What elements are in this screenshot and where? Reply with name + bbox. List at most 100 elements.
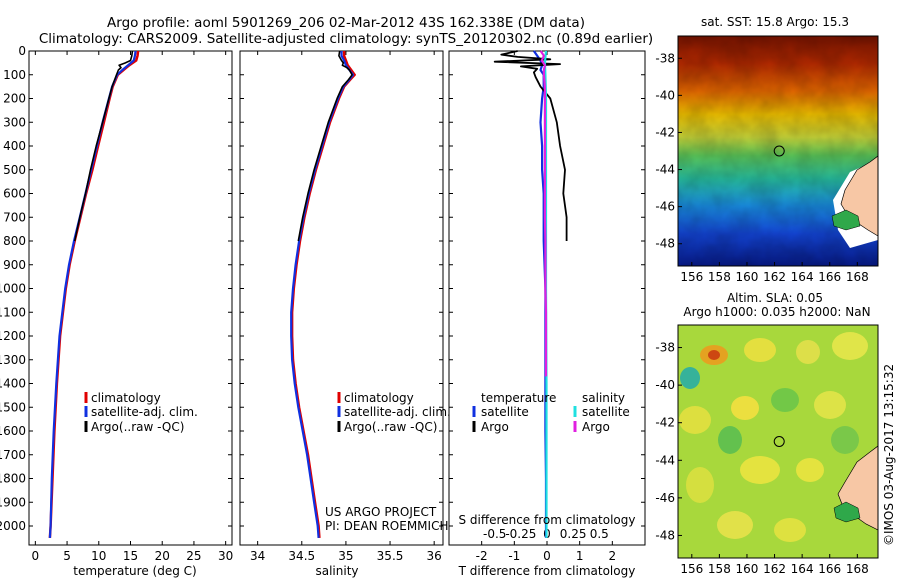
sst-lon-tick-label: 156 bbox=[680, 270, 703, 284]
sst-lat-tick-label: -46 bbox=[655, 200, 675, 214]
legend-title-temperature: temperature bbox=[481, 391, 556, 405]
difference-x-tick-label: -2 bbox=[476, 549, 488, 563]
temperature-legend: climatology satellite-adj. clim. Argo(..… bbox=[84, 391, 198, 434]
depth-tick-label: 1400 bbox=[0, 377, 26, 391]
credit-stamp: ©IMOS 03-Aug-2017 13:15:32 bbox=[882, 364, 896, 546]
salinity-x-tick-label: 35 bbox=[338, 549, 353, 563]
temperature-legend-climatology: climatology bbox=[91, 391, 161, 405]
temperature-x-tick-label: 0 bbox=[32, 549, 40, 563]
depth-tick-label: 800 bbox=[3, 234, 26, 248]
sla-lat-tick-label: -48 bbox=[655, 528, 675, 542]
legend-t-satellite: satellite bbox=[481, 405, 529, 419]
sla-lon-tick-label: 168 bbox=[846, 562, 869, 576]
temperature-x-tick-label: 15 bbox=[123, 549, 138, 563]
figure-title-line2: Climatology: CARS2009. Satellite-adjuste… bbox=[39, 31, 653, 47]
difference-x-ticks: -2 -1 0 1 2-0.5-0.25 0 0.25 0.5 bbox=[476, 51, 616, 563]
depth-tick-label: 600 bbox=[3, 187, 26, 201]
sst-lat-tick-label: -40 bbox=[655, 88, 675, 102]
depth-tick-label: 900 bbox=[3, 258, 26, 272]
temperature-panel: 0100200300400500600700800900100011001200… bbox=[0, 44, 645, 578]
salinity-profile-series-satellite-adj-clim- bbox=[290, 51, 355, 538]
difference-x-tick-label: -1 bbox=[508, 549, 520, 563]
salinity-x-ticks: 34 34.5 35 35.5 36 bbox=[250, 51, 442, 563]
temperature-legend-argo: Argo(..raw -QC) bbox=[91, 420, 184, 434]
sla-lat-tick-label: -44 bbox=[655, 453, 675, 467]
difference-top-tick-label: 0.5 bbox=[590, 527, 609, 541]
depth-tick-label: 0 bbox=[18, 44, 26, 58]
temperature-lines bbox=[48, 50, 140, 538]
project-annotation: US ARGO PROJECT bbox=[325, 505, 437, 519]
salinity-legend-climatology: climatology bbox=[344, 391, 414, 405]
land-green-coast bbox=[831, 209, 861, 231]
difference-panel: -2 -1 0 1 2-0.5-0.25 0 0.25 0.5 T difference fr… bbox=[448, 50, 646, 578]
salinity-x-label: salinity bbox=[315, 564, 358, 578]
difference-top-tick-label: -0.25 bbox=[505, 527, 536, 541]
sst-lon-tick-label: 164 bbox=[791, 270, 814, 284]
temperature-y-ticks: 0 100 200 300 400 500 600 700 800 900 1000 1100 1200… bbox=[0, 44, 645, 533]
difference-series-t-argo bbox=[493, 50, 568, 241]
land-green-coast-sla bbox=[833, 501, 861, 523]
depth-tick-label: 100 bbox=[3, 68, 26, 82]
sst-argo-location-marker bbox=[773, 145, 785, 157]
difference-x-tick-label: 1 bbox=[576, 549, 584, 563]
pi-annotation: PI: DEAN ROEMMICH bbox=[325, 519, 448, 533]
temperature-profile-series-satellite-adj-clim- bbox=[48, 50, 137, 538]
sst-lat-tick-label: -38 bbox=[655, 51, 675, 65]
temperature-x-tick-label: 25 bbox=[186, 549, 201, 563]
sla-lat-tick-label: -40 bbox=[655, 378, 675, 392]
sst-lon-tick-label: 160 bbox=[736, 270, 759, 284]
depth-tick-label: 1300 bbox=[0, 353, 26, 367]
salinity-lines bbox=[290, 50, 356, 538]
difference-top-label: S difference from climatology bbox=[459, 513, 636, 527]
salinity-x-tick-label: 34.5 bbox=[288, 549, 315, 563]
difference-x-tick-label: 0 bbox=[543, 549, 551, 563]
sst-lon-tick-label: 162 bbox=[763, 270, 786, 284]
temperature-x-label: temperature (deg C) bbox=[73, 564, 196, 578]
sst-map-panel: sat. SST: 15.8 Argo: 15.3 156 158 160 162 16… bbox=[655, 15, 879, 284]
legend-title-salinity: salinity bbox=[582, 391, 625, 405]
sla-lon-tick-label: 164 bbox=[791, 562, 814, 576]
sla-map-ticks: 156 158 160 162 164 166 168 -38 -40 -42 -44 -46 -48 bbox=[655, 341, 868, 576]
sst-lat-tick-label: -44 bbox=[655, 163, 675, 177]
salinity-x-tick-label: 35.5 bbox=[377, 549, 404, 563]
difference-top-tick-label: 0.25 bbox=[560, 527, 587, 541]
depth-tick-label: 1500 bbox=[0, 400, 26, 414]
legend-t-argo: Argo bbox=[481, 420, 509, 434]
sst-lon-tick-label: 158 bbox=[708, 270, 731, 284]
sla-map-panel: Altim. SLA: 0.05 Argo h1000: 0.035 h2000… bbox=[655, 291, 879, 576]
depth-tick-label: 1600 bbox=[0, 424, 26, 438]
temperature-x-tick-label: 20 bbox=[155, 549, 170, 563]
sst-lon-tick-label: 168 bbox=[846, 270, 869, 284]
sla-lon-tick-label: 158 bbox=[708, 562, 731, 576]
salinity-legend-argo: Argo(..raw -QC) bbox=[344, 420, 437, 434]
temperature-x-tick-label: 5 bbox=[63, 549, 71, 563]
depth-tick-label: 1100 bbox=[0, 305, 26, 319]
temperature-x-tick-label: 30 bbox=[218, 549, 233, 563]
legend-s-argo: Argo bbox=[582, 420, 610, 434]
sla-lon-tick-label: 166 bbox=[818, 562, 841, 576]
temperature-x-tick-label: 10 bbox=[91, 549, 106, 563]
temperature-legend-satellite: satellite-adj. clim. bbox=[91, 405, 198, 419]
salinity-x-tick-label: 36 bbox=[427, 549, 442, 563]
depth-tick-label: 200 bbox=[3, 92, 26, 106]
salinity-profile-series-argo-raw-qc- bbox=[297, 50, 353, 242]
sst-map-title: sat. SST: 15.8 Argo: 15.3 bbox=[701, 15, 849, 29]
depth-tick-label: 1700 bbox=[0, 448, 26, 462]
temperature-profile-series-climatology bbox=[48, 50, 140, 538]
sla-map-title-line2: Argo h1000: 0.035 h2000: NaN bbox=[683, 305, 870, 319]
figure-title-line1: Argo profile: aoml 5901269_206 02-Mar-20… bbox=[107, 15, 585, 31]
difference-x-label: T difference from climatology bbox=[458, 564, 636, 578]
depth-tick-label: 1800 bbox=[0, 472, 26, 486]
depth-tick-label: 1200 bbox=[0, 329, 26, 343]
legend-s-satellite: satellite bbox=[582, 405, 630, 419]
salinity-panel: 34 34.5 35 35.5 36 salinity climatology sate… bbox=[239, 50, 451, 578]
salinity-legend: climatology satellite-adj. clim. Argo(..… bbox=[337, 391, 451, 434]
difference-x-tick-label: 2 bbox=[609, 549, 617, 563]
depth-tick-label: 700 bbox=[3, 210, 26, 224]
sla-lon-tick-label: 156 bbox=[680, 562, 703, 576]
sst-lat-tick-label: -42 bbox=[655, 125, 675, 139]
salinity-x-tick-label: 34 bbox=[250, 549, 265, 563]
depth-tick-label: 500 bbox=[3, 163, 26, 177]
depth-tick-label: 1000 bbox=[0, 282, 26, 296]
